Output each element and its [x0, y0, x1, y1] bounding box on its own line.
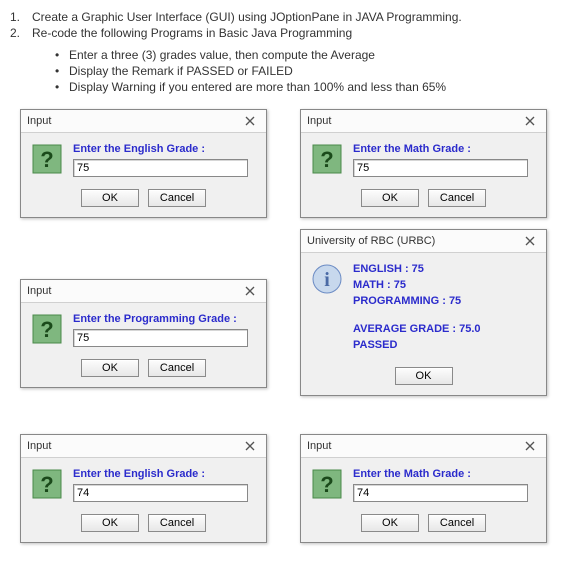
title-text: Input [27, 440, 51, 452]
question-icon: ? [311, 143, 343, 175]
close-icon[interactable] [238, 438, 262, 454]
prompt-label: Enter the Programming Grade : [73, 313, 256, 325]
close-icon[interactable] [238, 113, 262, 129]
title-bar[interactable]: Input [301, 435, 546, 458]
close-icon[interactable] [518, 438, 542, 454]
prompt-label: Enter the Math Grade : [353, 468, 536, 480]
instructions-block: 1. Create a Graphic User Interface (GUI)… [10, 10, 559, 94]
title-text: Input [307, 440, 331, 452]
question-icon: ? [31, 468, 63, 500]
dialog-result: University of RBC (URBC) i ENGLISH : 75 … [300, 229, 547, 396]
grade-input[interactable] [73, 329, 248, 347]
dialogs-region: Input ? Enter the English Grade : OK Can… [10, 109, 559, 549]
result-average: AVERAGE GRADE : 75.0 [353, 323, 536, 335]
svg-text:?: ? [320, 472, 333, 497]
ok-button[interactable]: OK [395, 367, 453, 385]
question-icon: ? [31, 143, 63, 175]
close-icon[interactable] [238, 283, 262, 299]
dialog-math-75: Input ? Enter the Math Grade : OK Cancel [300, 109, 547, 218]
title-bar[interactable]: Input [21, 435, 266, 458]
grade-input[interactable] [73, 484, 248, 502]
title-bar[interactable]: Input [21, 280, 266, 303]
title-bar[interactable]: Input [301, 110, 546, 133]
prompt-label: Enter the English Grade : [73, 468, 256, 480]
svg-text:?: ? [40, 472, 53, 497]
instruction-1: 1. Create a Graphic User Interface (GUI)… [10, 10, 559, 24]
question-icon: ? [31, 313, 63, 345]
cancel-button[interactable]: Cancel [428, 514, 486, 532]
svg-text:?: ? [40, 317, 53, 342]
grade-input[interactable] [73, 159, 248, 177]
title-text: Input [27, 115, 51, 127]
result-english: ENGLISH : 75 [353, 263, 536, 275]
info-icon: i [311, 263, 343, 295]
prompt-label: Enter the English Grade : [73, 143, 256, 155]
ok-button[interactable]: OK [361, 189, 419, 207]
close-icon[interactable] [518, 233, 542, 249]
ok-button[interactable]: OK [81, 514, 139, 532]
question-icon: ? [311, 468, 343, 500]
sub-3: Display Warning if you entered are more … [69, 80, 446, 94]
title-text: Input [307, 115, 331, 127]
dialog-english-75: Input ? Enter the English Grade : OK Can… [20, 109, 267, 218]
instruction-2: 2. Re-code the following Programs in Bas… [10, 26, 559, 40]
cancel-button[interactable]: Cancel [428, 189, 486, 207]
cancel-button[interactable]: Cancel [148, 514, 206, 532]
result-programming: PROGRAMMING : 75 [353, 295, 536, 307]
dialog-programming-75: Input ? Enter the Programming Grade : OK… [20, 279, 267, 388]
result-math: MATH : 75 [353, 279, 536, 291]
grade-input[interactable] [353, 159, 528, 177]
prompt-label: Enter the Math Grade : [353, 143, 536, 155]
sub-1: Enter a three (3) grades value, then com… [69, 48, 375, 62]
cancel-button[interactable]: Cancel [148, 359, 206, 377]
grade-input[interactable] [353, 484, 528, 502]
ok-button[interactable]: OK [361, 514, 419, 532]
title-text: University of RBC (URBC) [307, 235, 435, 247]
dialog-math-74: Input ? Enter the Math Grade : OK Cancel [300, 434, 547, 543]
svg-text:?: ? [320, 147, 333, 172]
ok-button[interactable]: OK [81, 359, 139, 377]
ok-button[interactable]: OK [81, 189, 139, 207]
title-bar[interactable]: Input [21, 110, 266, 133]
dialog-english-74: Input ? Enter the English Grade : OK Can… [20, 434, 267, 543]
close-icon[interactable] [518, 113, 542, 129]
cancel-button[interactable]: Cancel [148, 189, 206, 207]
title-bar[interactable]: University of RBC (URBC) [301, 230, 546, 253]
sub-bullets: •Enter a three (3) grades value, then co… [55, 48, 559, 94]
instruction-2-text: Re-code the following Programs in Basic … [32, 26, 352, 40]
svg-text:?: ? [40, 147, 53, 172]
instruction-1-text: Create a Graphic User Interface (GUI) us… [32, 10, 462, 24]
result-lines: ENGLISH : 75 MATH : 75 PROGRAMMING : 75 … [353, 263, 536, 355]
svg-text:i: i [324, 269, 330, 291]
result-remark: PASSED [353, 339, 536, 351]
title-text: Input [27, 285, 51, 297]
sub-2: Display the Remark if PASSED or FAILED [69, 64, 293, 78]
